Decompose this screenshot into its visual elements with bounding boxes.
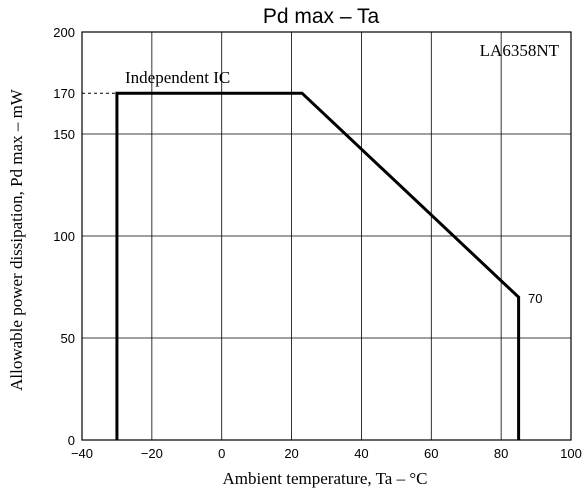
part-number-label: LA6358NT [480, 41, 560, 60]
y-tick-label: 200 [53, 25, 75, 40]
derating-curve [115, 91, 521, 440]
y-axis-label: Allowable power dissipation, Pd max – mW [7, 88, 26, 391]
y-tick-label: 0 [68, 433, 75, 448]
curve-label: Independent IC [125, 68, 230, 87]
x-axis-label: Ambient temperature, Ta – °C [223, 469, 428, 488]
x-tick-label: −40 [71, 446, 93, 461]
x-tick-label: 0 [218, 446, 225, 461]
x-tick-label: 40 [354, 446, 368, 461]
y-tick-labels: 0 50 100 150 170 200 [53, 25, 75, 448]
x-tick-label: 60 [424, 446, 438, 461]
y-tick-label: 100 [53, 229, 75, 244]
grid-lines [82, 32, 571, 440]
x-tick-label: 20 [284, 446, 298, 461]
chart-title: Pd max – Ta [263, 5, 380, 28]
end-value-label: 70 [528, 291, 542, 306]
x-tick-labels: −40 −20 0 20 40 60 80 100 [71, 446, 582, 461]
x-tick-label: 100 [560, 446, 582, 461]
x-tick-label: −20 [141, 446, 163, 461]
y-tick-label: 170 [53, 86, 75, 101]
x-tick-label: 80 [494, 446, 508, 461]
plot-frame [81, 31, 572, 441]
y-tick-label: 50 [61, 331, 75, 346]
y-tick-label: 150 [53, 127, 75, 142]
